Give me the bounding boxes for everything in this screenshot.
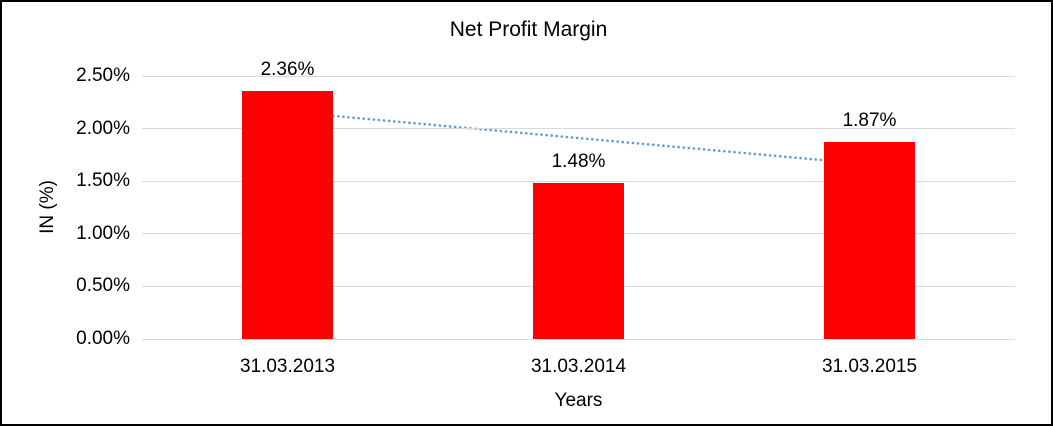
bar-31.03.2015	[824, 142, 915, 339]
bar-data-label: 1.48%	[551, 151, 606, 173]
y-tick-label: 2.00%	[76, 117, 130, 139]
bar-31.03.2013	[242, 90, 333, 339]
x-tick-label: 31.03.2014	[530, 356, 627, 377]
gridline	[142, 75, 1015, 77]
bar-data-label: 1.87%	[842, 110, 897, 132]
y-tick-label: 1.00%	[76, 222, 130, 244]
gridline	[142, 338, 1015, 340]
y-tick-label: 0.50%	[76, 275, 130, 297]
bar-data-label: 2.36%	[260, 58, 315, 80]
x-tick-label: 31.03.2015	[821, 356, 918, 377]
x-tick-label: 31.03.2013	[239, 356, 336, 377]
y-tick-label: 0.00%	[76, 328, 130, 349]
bar-31.03.2014	[533, 183, 624, 339]
x-axis-title: Years	[554, 390, 603, 411]
chart-title: Net Profit Margin	[449, 18, 608, 41]
gridline	[142, 180, 1015, 182]
y-tick-label: 1.50%	[76, 170, 130, 192]
y-tick-label: 2.50%	[76, 65, 130, 86]
gridline	[142, 128, 1015, 130]
